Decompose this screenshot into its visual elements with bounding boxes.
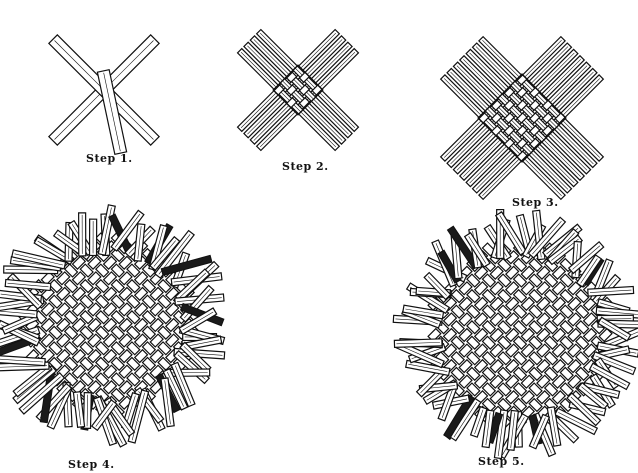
step-3-figure [439, 35, 605, 201]
step-5-caption: Step 5. [478, 455, 525, 468]
step-2-caption: Step 2. [282, 160, 329, 173]
step-1-caption: Step 1. [86, 152, 133, 165]
step-4-caption: Step 4. [68, 458, 115, 471]
step-1-figure [47, 33, 161, 156]
step-2-figure [236, 28, 360, 152]
step-4-figure [0, 204, 226, 448]
step-3-caption: Step 3. [512, 196, 559, 209]
step-5-figure [392, 208, 638, 460]
